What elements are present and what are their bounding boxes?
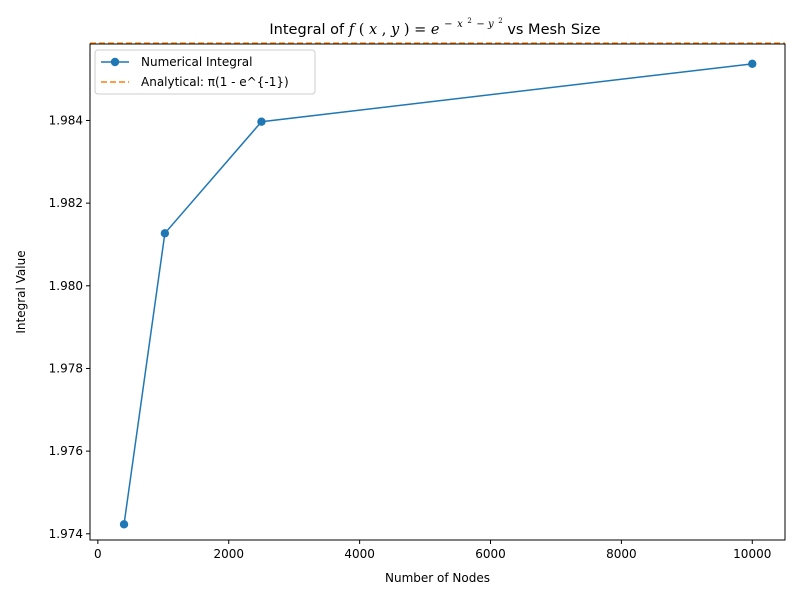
title-prefix: Integral of [269,22,348,38]
title-comma: , [382,22,391,38]
y-axis-label: Integral Value [14,250,28,333]
title-exp-y: y [487,19,494,30]
y-tick-label: 1.984 [49,113,83,127]
y-tick-label: 1.974 [49,527,83,541]
data-point [748,59,757,69]
title-equals: = [414,22,431,38]
y-tick-label: 1.980 [49,279,83,293]
plot-content [90,42,785,529]
chart-title: Integral of f ( x , y ) = e − x 2 − y 2 … [269,11,600,38]
legend-numerical-marker [110,57,120,67]
title-suffix: vs Mesh Size [507,22,600,38]
title-args-close: ) [404,22,410,38]
series-line-numerical-integral [123,63,753,525]
legend: Numerical Integral Analytical: π(1 - e^{-… [94,49,316,95]
y-tick-label: 1.982 [49,196,83,210]
data-point [257,117,266,126]
x-axis-ticks: 0 2000 4000 6000 8000 10000 [94,540,771,561]
title-arg-x: x [369,22,377,38]
data-point [160,229,170,238]
y-axis-ticks: 1.974 1.976 1.978 1.980 1.982 1.984 [49,113,90,541]
x-tick-label: 0 [94,547,102,561]
legend-box [94,49,316,95]
title-arg-y: y [390,22,400,38]
title-exp-x: x [457,19,463,30]
legend-label-analytical: Analytical: π(1 - e^{-1}) [141,75,289,89]
x-tick-label: 6000 [475,547,506,561]
title-f: f [348,22,357,38]
x-tick-label: 2000 [213,547,244,561]
data-point [119,520,129,529]
title-exp-mid: − [476,19,488,30]
y-tick-label: 1.978 [49,361,83,375]
axes-frame [89,43,786,541]
legend-label-numerical: Numerical Integral [141,55,253,69]
y-tick-label: 1.976 [49,444,83,458]
title-base: e [431,22,440,38]
title-exp-minus: − [444,19,452,30]
x-tick-label: 4000 [344,547,375,561]
x-axis-label: Number of Nodes [385,571,490,585]
title-exp-sq2: 2 [498,17,502,25]
x-tick-label: 8000 [606,547,637,561]
x-tick-label: 10000 [733,547,771,561]
title-args-open: ( [359,22,365,38]
title-exp-sq1: 2 [467,17,471,25]
